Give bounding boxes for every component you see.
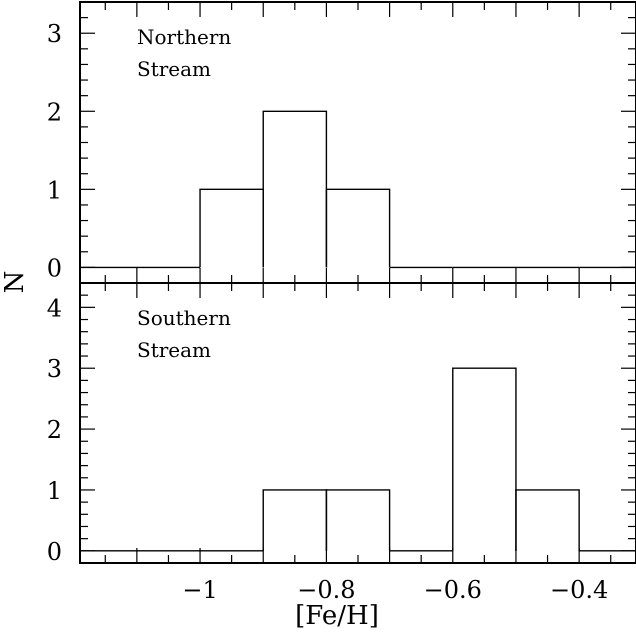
northern-y-tick-label: 0 bbox=[47, 254, 62, 282]
southern-y-ticks bbox=[80, 282, 636, 564]
southern-y-tick-label: 0 bbox=[47, 538, 62, 566]
x-tick-label: −0.6 bbox=[424, 576, 482, 604]
x-axis-label: [Fe/H] bbox=[295, 601, 379, 631]
northern-panel-label: Northern bbox=[137, 25, 231, 49]
x-tick-labels: −1 −0.8 −0.6 −0.4 bbox=[182, 576, 608, 604]
northern-bar bbox=[325, 188, 391, 268]
northern-y-tick-label: 1 bbox=[47, 176, 62, 204]
southern-bars bbox=[80, 367, 636, 552]
southern-bar bbox=[515, 489, 580, 551]
southern-bar bbox=[452, 367, 517, 551]
northern-y-tick-label: 3 bbox=[47, 20, 62, 48]
northern-panel-label: Stream bbox=[137, 57, 211, 81]
southern-y-tick-label: 4 bbox=[47, 294, 62, 322]
northern-x-ticks bbox=[104, 2, 612, 283]
northern-bar bbox=[262, 110, 328, 268]
northern-bars bbox=[80, 110, 636, 269]
southern-panel-label: Southern bbox=[137, 306, 231, 330]
x-tick-label: −0.8 bbox=[297, 576, 355, 604]
northern-y-tick-label: 2 bbox=[47, 98, 62, 126]
southern-y-tick-label: 3 bbox=[47, 355, 62, 383]
southern-panel-label: Stream bbox=[137, 338, 211, 362]
southern-bar bbox=[325, 489, 391, 551]
y-axis-label: N bbox=[0, 271, 30, 294]
x-tick-label: −0.4 bbox=[550, 576, 608, 604]
x-tick-label: −1 bbox=[182, 576, 217, 604]
southern-y-tick-label: 2 bbox=[47, 416, 62, 444]
southern-bar bbox=[262, 489, 328, 551]
southern-y-tick-label: 1 bbox=[47, 477, 62, 505]
southern-x-ticks bbox=[104, 283, 612, 563]
northern-stream-panel: 0 1 2 3 Northern Stream bbox=[47, 1, 636, 284]
southern-stream-panel: 0 1 2 3 4 Southern Stream bbox=[47, 282, 636, 566]
northern-bar bbox=[199, 188, 264, 268]
